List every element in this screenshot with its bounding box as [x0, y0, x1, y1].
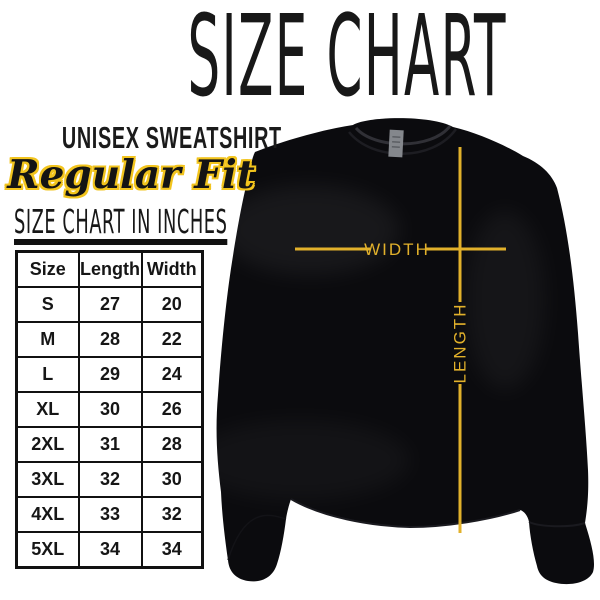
cell-width: 22	[140, 321, 204, 358]
cell-width: 30	[140, 461, 204, 498]
col-header-width: Width	[140, 250, 204, 288]
cell-length: 27	[77, 286, 143, 323]
page-title: SIZE CHART	[0, 0, 600, 122]
measurement-lines	[295, 147, 506, 533]
cell-size: M	[15, 321, 80, 358]
cell-length: 31	[77, 426, 143, 463]
cell-length: 30	[77, 391, 143, 428]
table-row: 2XL 31 28	[15, 426, 204, 463]
col-header-size: Size	[15, 250, 80, 288]
table-row: 5XL 34 34	[15, 531, 204, 569]
cell-size: L	[15, 356, 80, 393]
table-row: L 29 24	[15, 356, 204, 393]
table-row: M 28 22	[15, 321, 204, 358]
product-name-text: UNISEX SWEATSHIRT	[61, 120, 282, 155]
table-row: 3XL 32 30	[15, 461, 204, 498]
size-table: Size Length Width S 27 20 M 28 22 L 29 2…	[15, 250, 204, 569]
size-table-header-row: Size Length Width	[15, 250, 204, 288]
cell-width: 32	[140, 496, 204, 533]
cell-size: 5XL	[15, 531, 80, 569]
neck-tag	[388, 129, 404, 158]
page-title-text: SIZE CHART	[187, 0, 507, 122]
cell-size: XL	[15, 391, 80, 428]
cell-width: 20	[140, 286, 204, 323]
cell-size: 4XL	[15, 496, 80, 533]
cell-size: S	[15, 286, 80, 323]
width-label: WIDTH	[364, 240, 430, 259]
cell-width: 26	[140, 391, 204, 428]
cell-length: 29	[77, 356, 143, 393]
table-row: XL 30 26	[15, 391, 204, 428]
col-header-length: Length	[77, 250, 143, 288]
fit-label: Regular Fit	[7, 152, 255, 198]
table-row: S 27 20	[15, 286, 204, 323]
table-heading: SIZE CHART IN INCHES	[14, 205, 228, 245]
table-row: 4XL 33 32	[15, 496, 204, 533]
cell-length: 34	[77, 531, 143, 569]
cell-size: 2XL	[15, 426, 80, 463]
cell-width: 28	[140, 426, 204, 463]
cell-width: 24	[140, 356, 204, 393]
cell-length: 33	[77, 496, 143, 533]
product-name: UNISEX SWEATSHIRT	[0, 122, 281, 154]
sweatshirt-icon	[216, 118, 595, 585]
cell-length: 32	[77, 461, 143, 498]
length-label: LENGTH	[451, 303, 470, 384]
cell-length: 28	[77, 321, 143, 358]
cell-width: 34	[140, 531, 204, 569]
cell-size: 3XL	[15, 461, 80, 498]
table-heading-text: SIZE CHART IN INCHES	[14, 205, 228, 245]
